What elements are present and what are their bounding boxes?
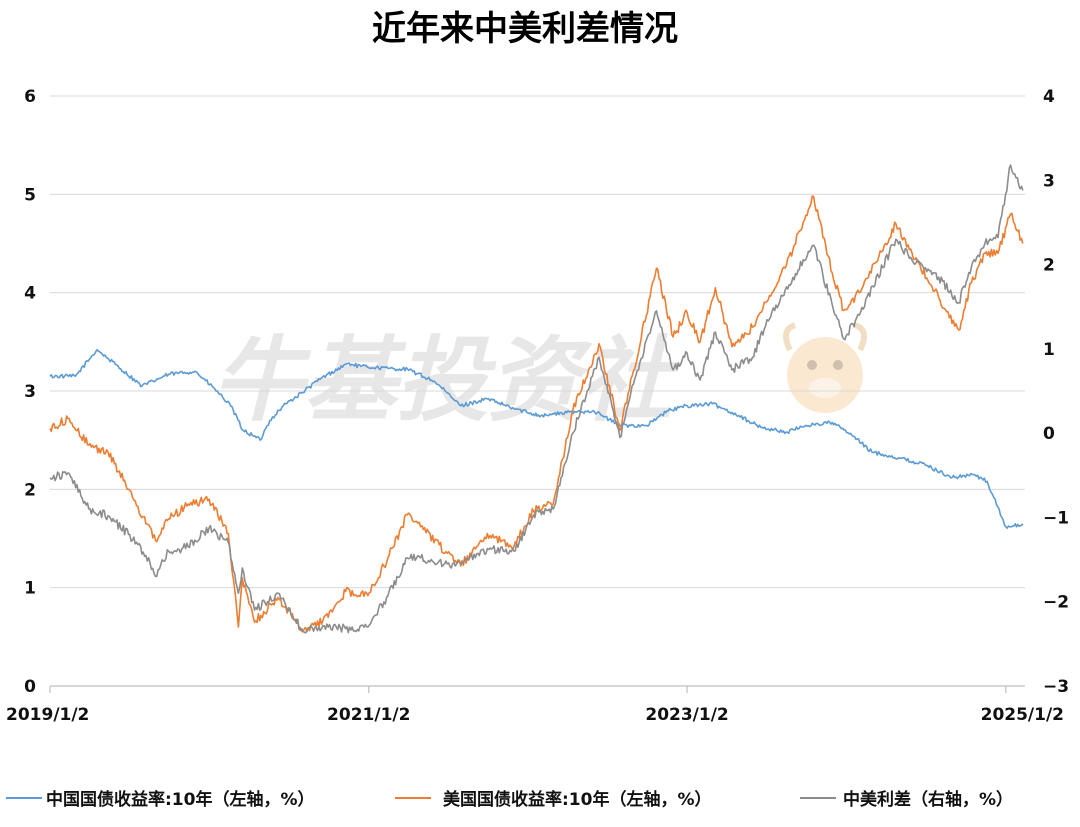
y-right-tick-label: 1 [1043, 340, 1055, 360]
legend: 中国国债收益率:10年（左轴，%） 美国国债收益率:10年（左轴，%） 中美利差（右… [6, 789, 1013, 810]
x-tick-label: 2021/1/2 [327, 705, 410, 725]
legend-label-1: 中国国债收益率:10年（左轴，%） [46, 789, 315, 810]
series-line-1 [49, 348, 1024, 530]
chart-title: 近年来中美利差情况 [372, 9, 678, 49]
y-left-tick-label: 1 [24, 579, 36, 599]
y-left-tick-label: 0 [24, 677, 36, 697]
y-right-tick-label: 4 [1043, 87, 1055, 107]
y-right-tick-label: 3 [1043, 171, 1055, 191]
y-right-tick-label: −1 [1043, 508, 1069, 528]
y-left-tick-label: 3 [24, 382, 36, 402]
y-right-tick-label: 2 [1043, 256, 1055, 276]
y-left-tick-label: 2 [24, 480, 36, 500]
axes: 0 1 2 3 4 5 6 −3 −2 −1 0 1 2 3 4 2019/1/2 2021/1/2 2023/1… [6, 87, 1069, 725]
y-left-tick-label: 4 [24, 284, 36, 304]
y-right-tick-label: 0 [1043, 424, 1055, 444]
y-left-tick-label: 5 [24, 185, 36, 205]
series-line-2 [49, 195, 1024, 633]
legend-label-2: 美国国债收益率:10年（左轴，%） [443, 789, 712, 810]
x-tick-label: 2019/1/2 [6, 705, 89, 725]
x-tick-label: 2023/1/2 [645, 705, 728, 725]
y-left-tick-label: 6 [24, 87, 36, 107]
y-right-tick-label: −2 [1043, 593, 1069, 613]
x-tick-label: 2025/1/2 [981, 705, 1064, 725]
series-line-3 [49, 164, 1024, 634]
watermark-mascot-icon [783, 322, 867, 413]
series-layer [49, 164, 1024, 634]
grid [50, 95, 1025, 687]
legend-label-3: 中美利差（右轴，%） [843, 789, 1013, 810]
y-right-tick-label: −3 [1043, 677, 1069, 697]
